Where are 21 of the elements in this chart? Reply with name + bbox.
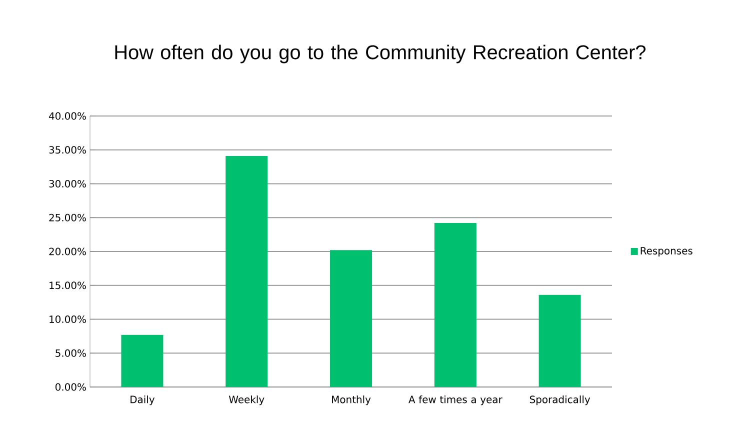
y-tick-label: 30.00% [49,180,86,188]
y-tick-label: 40.00% [48,112,86,120]
x-tick-label: Weekly [228,395,264,406]
y-tick-label: 15.00% [50,282,86,290]
x-tick-label: Daily [130,395,155,406]
bar [434,223,476,387]
y-tick-label: 25.00% [49,214,86,222]
x-tick-label: A few times a year [408,395,502,406]
chart-title: How often do you go to the Community Recreation Center? [115,44,646,64]
bar [538,294,581,387]
y-tick-label: 35.00% [49,146,86,154]
y-tick-label: 0.00% [55,383,86,391]
bar [226,156,268,387]
y-tick-label: 20.00% [49,248,86,256]
y-tick-label: 5.00% [56,349,86,357]
bar [330,250,372,387]
x-tick-label: Monthly [332,395,371,406]
bar [121,334,164,387]
x-tick-label: Sporadically [530,395,590,406]
y-tick-label: 10.00% [50,315,86,324]
legend-label: Responses [640,247,692,256]
